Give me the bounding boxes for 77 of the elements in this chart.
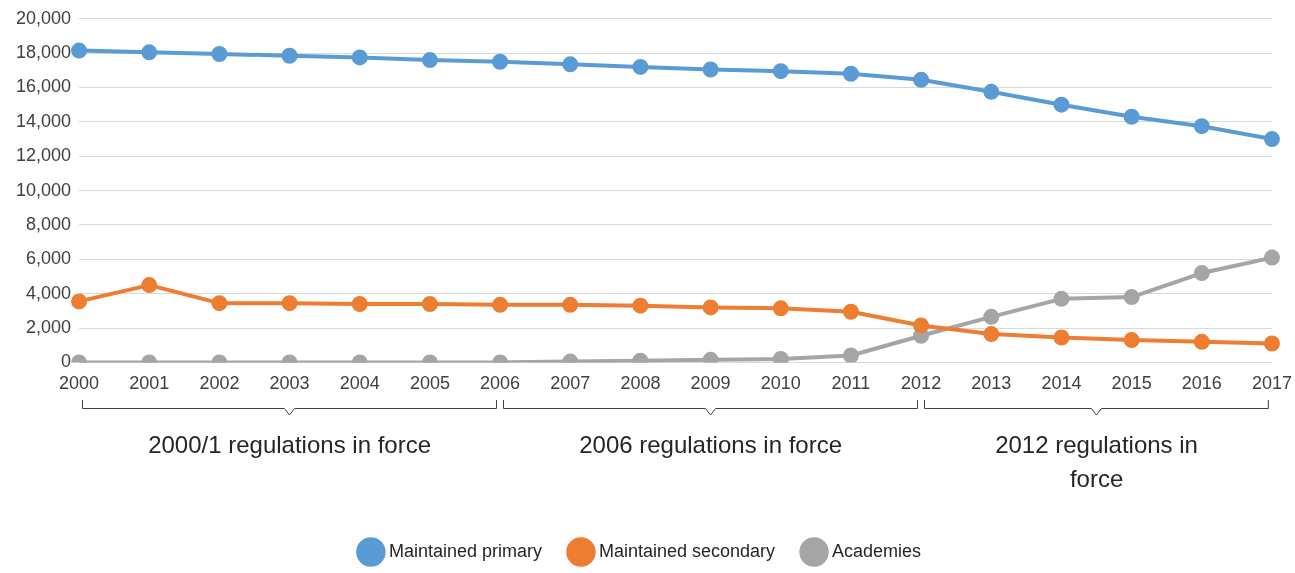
point — [1193, 333, 1210, 350]
y-tick-label: 0 — [61, 351, 72, 372]
y-tick-label: 10,000 — [15, 179, 72, 200]
y-tick-label: 2,000 — [26, 317, 72, 338]
point — [211, 295, 228, 312]
point — [1123, 332, 1140, 349]
point — [1123, 108, 1140, 125]
y-tick-label: 6,000 — [26, 248, 72, 269]
point — [1123, 289, 1140, 306]
point — [421, 295, 438, 312]
x-tick-label: 2006 — [480, 373, 521, 394]
point — [141, 277, 158, 294]
point — [1263, 249, 1280, 266]
x-tick-label: 2008 — [620, 373, 661, 394]
x-tick-label: 2014 — [1041, 373, 1082, 394]
point — [281, 295, 298, 312]
point — [421, 52, 438, 69]
point — [632, 297, 649, 314]
text: 2006 regulations in force — [579, 430, 843, 458]
x-tick-label: 2011 — [831, 373, 871, 394]
y-tick-label: 16,000 — [15, 76, 72, 97]
point — [632, 58, 649, 75]
point — [1053, 290, 1070, 307]
point — [772, 300, 789, 317]
point — [983, 83, 1000, 100]
y-tick-label: 8,000 — [26, 213, 72, 234]
point — [351, 49, 368, 66]
point — [1263, 335, 1280, 352]
x-tick-label: 2001 — [129, 373, 170, 394]
x-tick-label: 2000 — [59, 373, 100, 394]
y-tick-label: 14,000 — [15, 110, 72, 131]
x-tick-label: 2005 — [409, 373, 450, 394]
text: 2012 regulations in force — [995, 430, 1198, 492]
point — [71, 42, 88, 59]
x-tick-label: 2017 — [1251, 373, 1292, 394]
x-tick-label: 2010 — [760, 373, 801, 394]
point — [842, 347, 859, 363]
y-tick-label: 4,000 — [26, 282, 72, 303]
point — [351, 295, 368, 312]
legend-label: Maintained secondary — [598, 540, 776, 561]
x-tick-label: 2004 — [339, 373, 380, 394]
point — [562, 56, 579, 73]
point — [913, 317, 930, 334]
point — [1053, 96, 1070, 113]
point — [772, 63, 789, 80]
x-tick-label: 2015 — [1111, 373, 1152, 394]
x-tick-label: 2013 — [971, 373, 1012, 394]
y-tick-label: 12,000 — [15, 145, 72, 166]
point — [1193, 118, 1210, 135]
point — [492, 296, 509, 313]
point — [913, 71, 930, 88]
x-tick-label: 2003 — [269, 373, 310, 394]
point — [983, 308, 1000, 325]
x-tick-label: 2007 — [550, 373, 591, 394]
point — [281, 47, 298, 64]
point — [492, 53, 509, 70]
text: 2000/1 regulations in force — [148, 430, 431, 458]
point — [983, 326, 1000, 343]
point — [211, 46, 228, 63]
point — [842, 303, 859, 320]
point — [842, 65, 859, 82]
point — [1263, 131, 1280, 148]
y-tick-label: 18,000 — [15, 42, 72, 63]
legend-label: Maintained primary — [388, 540, 542, 561]
x-tick-label: 2009 — [690, 373, 731, 394]
point — [702, 299, 719, 316]
point — [562, 296, 579, 313]
point — [141, 44, 158, 61]
x-tick-label: 2012 — [901, 373, 942, 394]
legend-label: Academies — [832, 540, 922, 561]
y-tick-label: 20,000 — [15, 7, 72, 28]
point — [1053, 329, 1070, 346]
point — [702, 61, 719, 78]
point — [71, 293, 88, 310]
x-tick-label: 2002 — [199, 373, 240, 394]
point — [1193, 265, 1210, 282]
x-tick-label: 2016 — [1181, 373, 1222, 394]
